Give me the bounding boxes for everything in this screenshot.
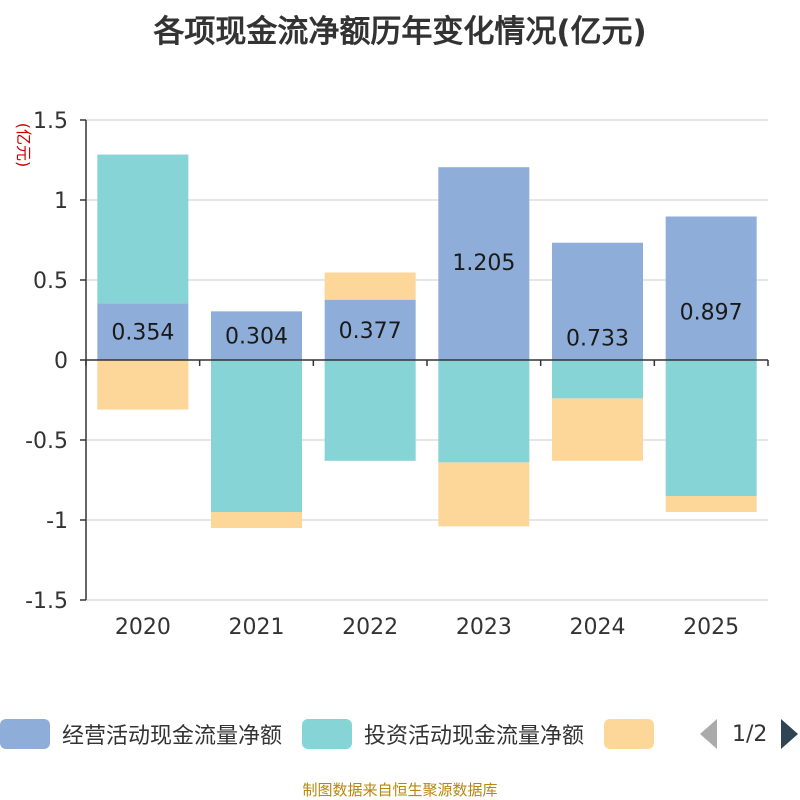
bar-operating — [665, 216, 757, 360]
data-label: 0.733 — [566, 327, 629, 352]
legend-item-financing[interactable] — [604, 719, 666, 749]
legend-item-investing[interactable]: 投资活动现金流量净额 — [302, 718, 584, 750]
data-label: 1.205 — [452, 251, 515, 276]
x-tick-label: 2023 — [456, 615, 512, 640]
bar-investing — [211, 360, 302, 512]
y-tick-label: -0.5 — [25, 429, 68, 454]
bar-financing — [324, 272, 416, 300]
bar-investing — [324, 360, 416, 461]
data-label: 0.304 — [225, 325, 288, 350]
bar-investing — [97, 154, 189, 304]
legend-pager: 1/2 — [700, 716, 799, 752]
bar-investing — [665, 360, 757, 496]
data-label: 0.897 — [680, 300, 743, 325]
y-tick-label: -1 — [46, 509, 68, 534]
bar-financing — [97, 360, 189, 410]
bar-financing — [552, 398, 643, 461]
x-tick-label: 2020 — [115, 615, 171, 640]
y-tick-label: 1 — [54, 189, 68, 214]
bar-investing — [438, 360, 530, 463]
x-tick-label: 2025 — [683, 615, 739, 640]
data-source: 制图数据来自恒生聚源数据库 — [302, 781, 498, 799]
legend: 经营活动现金流量净额 投资活动现金流量净额 — [0, 712, 686, 756]
legend-swatch-investing — [302, 719, 353, 749]
data-label: 0.354 — [111, 321, 174, 346]
next-page-icon[interactable] — [781, 719, 799, 749]
bar-operating — [97, 303, 189, 360]
data-label: 0.377 — [339, 319, 402, 344]
chart-title: 各项现金流净额历年变化情况(亿元) — [153, 14, 647, 50]
bar-operating — [211, 311, 302, 360]
legend-label-operating: 经营活动现金流量净额 — [62, 724, 283, 749]
y-unit-label: (亿元) — [14, 123, 33, 168]
legend-item-operating[interactable]: 经营活动现金流量净额 — [0, 718, 282, 750]
legend-label-investing: 投资活动现金流量净额 — [364, 724, 585, 749]
legend-swatch-operating — [0, 719, 50, 749]
y-tick-label: 0.5 — [33, 269, 68, 294]
bar-operating — [324, 299, 416, 360]
bar-financing — [211, 512, 302, 528]
bar-operating — [552, 242, 643, 360]
page-indicator: 1/2 — [732, 721, 768, 747]
legend-swatch-financing — [604, 719, 655, 749]
x-tick-label: 2022 — [342, 615, 398, 640]
bar-investing — [552, 360, 643, 399]
x-tick-label: 2021 — [229, 615, 285, 640]
prev-page-icon[interactable] — [700, 719, 717, 749]
bar-financing — [665, 496, 757, 512]
y-tick-label: 1.5 — [33, 109, 68, 134]
bar-operating — [438, 167, 530, 360]
y-tick-label: 0 — [54, 349, 68, 374]
y-tick-label: -1.5 — [25, 589, 68, 614]
cashflow-chart: 1.5 1 0.5 0 -0.5 -1 -1.5 (亿元) 0.354 0.304 0.377 1.2… — [14, 109, 769, 640]
x-tick-label: 2024 — [570, 615, 626, 640]
bar-financing — [438, 462, 530, 527]
